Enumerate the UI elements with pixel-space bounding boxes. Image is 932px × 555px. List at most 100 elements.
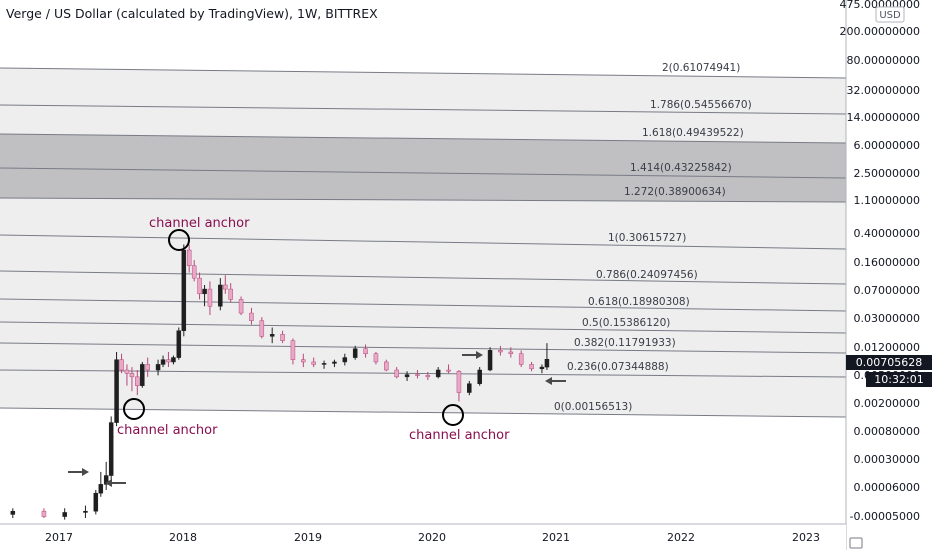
fib-line[interactable] [0,342,847,354]
candle-body [404,374,410,378]
currency-badge[interactable] [875,6,905,23]
chart-title: Verge / US Dollar (calculated by Trading… [6,6,378,21]
candle-body [498,350,503,353]
price-tick-label: 0.16000000 [854,256,920,269]
time-tick-label: 2017 [45,531,73,544]
candle-body [10,510,16,515]
price-axis-ticks: 475.00000000 200.00000000 80.00000000 32.00… [840,0,920,523]
candle-body [166,359,171,363]
fib-band [0,105,846,143]
fib-line[interactable] [0,67,847,79]
time-tick-label: 2021 [542,531,570,544]
candle-body [103,475,109,485]
channel-anchor-circle[interactable] [442,404,464,426]
candle-body [98,484,104,494]
countdown-tag [866,372,932,387]
candle-body [171,357,176,363]
fib-line[interactable] [0,197,847,203]
candle-body [446,369,451,372]
candle-body [342,357,348,363]
candle-body [290,340,296,360]
fib-line[interactable] [0,234,847,250]
channel-anchor-circle[interactable] [168,229,190,251]
candle-body [301,359,306,363]
candle-body [218,284,223,307]
settings-icon[interactable] [849,537,863,549]
fib-band [0,68,846,114]
candle-body [508,351,514,354]
fib-line[interactable] [0,133,847,144]
fib-line[interactable] [0,298,847,312]
candle-body [352,348,358,358]
candle-body [415,374,420,376]
candle-body [124,369,130,374]
fib-band [0,235,846,284]
candle-body [41,510,47,517]
fib-level-label: 0.236(0.07344888) [567,361,669,373]
candle-body [311,361,316,365]
time-axis-panel[interactable] [0,524,846,550]
fib-line[interactable] [0,407,847,418]
candle-body [477,369,482,384]
candle-body [155,364,161,371]
candle-body [321,363,327,365]
time-tick-label: 2018 [169,531,197,544]
fib-level-label: 1.414(0.43225842) [630,162,732,174]
price-tick-label: 0.40000000 [854,227,920,240]
fib-bands [0,68,846,417]
candle-body [487,350,493,371]
fib-line[interactable] [0,321,847,334]
fib-line[interactable] [0,104,847,115]
arrow-head-icon [82,468,89,476]
channel-anchor-label: channel anchor [409,428,510,443]
fib-line[interactable] [0,167,847,179]
time-tick-label: 2022 [667,531,695,544]
arrow-head-icon [476,351,483,359]
candle-body [332,361,337,364]
candle-body [539,366,545,370]
candle-body [456,371,462,393]
fib-level-label: 1.618(0.49439522) [642,127,744,139]
time-tick-label: 2020 [418,531,446,544]
candle-body [207,288,213,307]
fib-line[interactable] [0,270,847,285]
price-tick-label: 1.10000000 [854,194,920,207]
candle-body [145,364,150,371]
candle-body [280,334,285,341]
fib-level-label: 1.272(0.38900634) [624,186,726,198]
candle-body [529,364,534,370]
candle-body [160,359,166,365]
channel-anchor-circle[interactable] [123,398,145,420]
candle-body [129,372,135,378]
fib-lines: 0(0.00156513) 0.236(0.07344888) 0.382(0.11… [0,62,847,418]
price-tick-label: 32.00000000 [847,84,920,97]
candle-body [181,249,187,331]
price-tick-label: 0.00080000 [854,425,920,438]
price-tick-label: 6.00000000 [854,139,920,152]
candle-body [544,358,550,368]
price-tick-label: 0.00200000 [854,397,920,410]
price-tick-label: 200.00000000 [840,25,920,38]
fib-band [0,134,846,178]
candle-body [119,359,124,371]
fib-level-label: 2(0.61074941) [662,62,740,74]
time-tick-label: 2023 [792,531,820,544]
candle-body [108,422,114,476]
candle-body [140,364,145,386]
price-axis-panel[interactable] [846,0,932,550]
arrow-head-icon [105,479,112,487]
price-tick-label: 14.00000000 [847,111,920,124]
candle-body [394,369,399,378]
last-price-label: 0.00705628 [856,356,922,369]
channel-anchor-label: channel anchor [149,216,250,231]
axis-corner [847,536,932,550]
countdown-label: 10:32:01 [874,373,923,386]
candle-body [83,510,88,513]
candle-body [135,376,140,386]
price-tick-label: 0.01200000 [854,341,920,354]
fib-band [0,198,846,249]
candle-body [202,288,207,295]
fib-level-label: 0.618(0.18980308) [588,296,690,308]
channel-anchor-label: channel anchor [117,423,218,438]
